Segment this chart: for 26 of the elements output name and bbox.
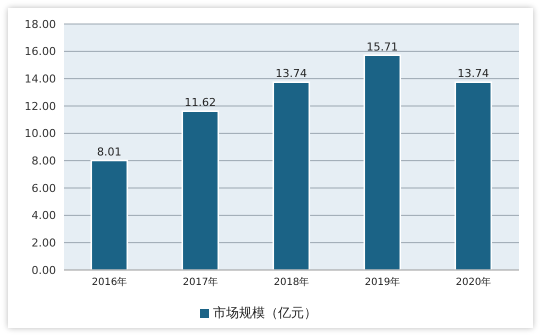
y-tick-label: 8.00 [32, 154, 56, 168]
x-tick-label: 2018年 [274, 276, 310, 288]
data-label: 13.74 [276, 67, 308, 80]
x-tick-label: 2019年 [364, 276, 400, 288]
data-label: 15.71 [366, 40, 398, 54]
y-tick-label: 14.00 [24, 72, 56, 86]
y-tick-label: 4.00 [32, 209, 56, 222]
y-tick-label: 18.00 [24, 18, 56, 31]
legend-label: 市场规模（亿元） [213, 306, 317, 321]
x-tick-label: 2020年 [456, 276, 492, 288]
y-tick-label: 16.00 [24, 45, 56, 58]
bar [364, 54, 402, 270]
y-tick-label: 10.00 [24, 127, 56, 140]
y-tick-label: 2.00 [32, 236, 56, 250]
bar [90, 160, 128, 270]
bar [454, 81, 492, 270]
y-tick-label: 6.00 [32, 182, 56, 195]
y-tick-label: 0.00 [32, 264, 56, 277]
data-label: 13.74 [458, 67, 490, 80]
x-tick-label: 2017年 [182, 276, 218, 288]
data-label: 11.62 [184, 96, 216, 110]
y-tick-label: 12.00 [24, 100, 56, 113]
data-label: 8.01 [97, 146, 122, 159]
bar [272, 81, 310, 270]
bar [182, 110, 220, 270]
x-tick-label: 2016年 [92, 276, 128, 288]
